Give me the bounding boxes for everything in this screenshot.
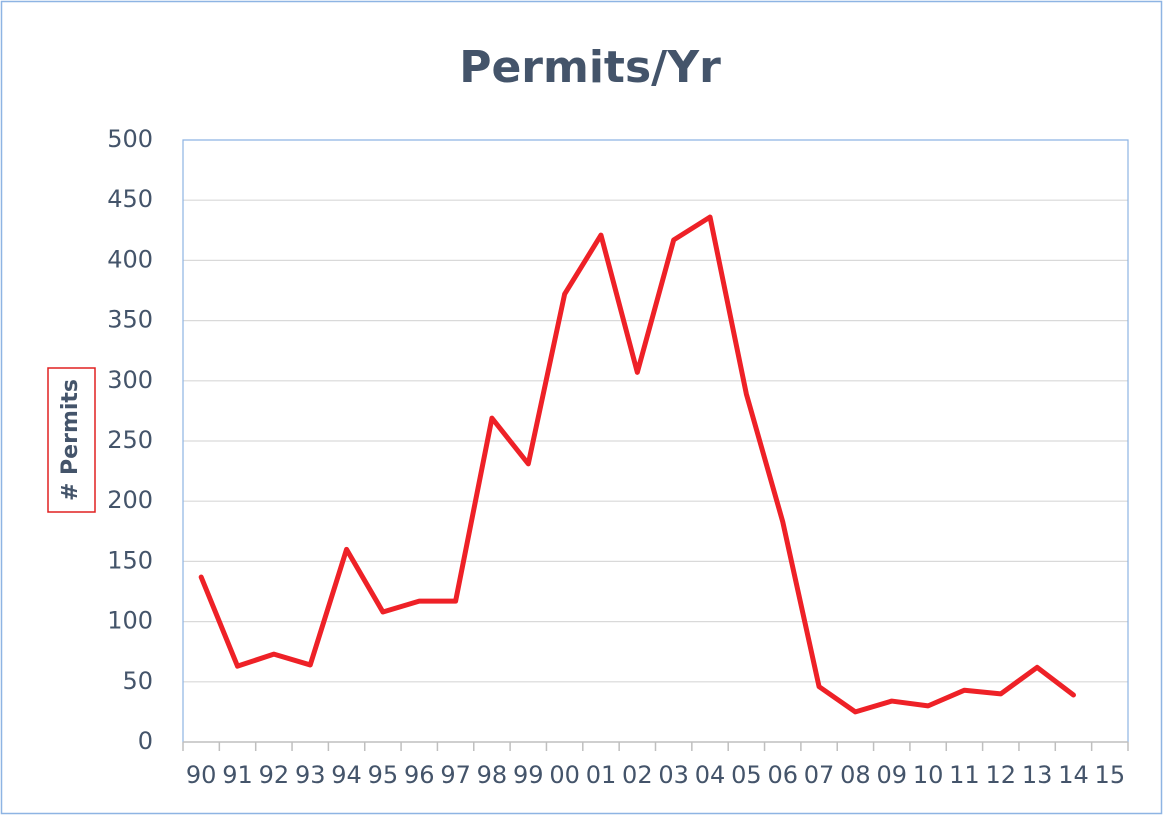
y-axis-label: # Permits xyxy=(58,379,83,501)
chart-title: Permits/Yr xyxy=(459,42,721,93)
x-tick-label: 94 xyxy=(331,761,362,789)
x-tick-label: 06 xyxy=(767,761,798,789)
x-tick-label: 91 xyxy=(222,761,253,789)
x-tick-label: 13 xyxy=(1022,761,1053,789)
x-tick-label: 92 xyxy=(259,761,290,789)
x-tick-label: 02 xyxy=(622,761,653,789)
y-tick-label: 0 xyxy=(138,727,153,755)
x-tick-label: 14 xyxy=(1058,761,1089,789)
y-tick-label: 500 xyxy=(107,125,153,153)
y-tick-label: 200 xyxy=(107,486,153,514)
x-tick-label: 05 xyxy=(731,761,762,789)
x-tick-label: 00 xyxy=(549,761,580,789)
x-tick-label: 96 xyxy=(404,761,435,789)
x-tick-label: 90 xyxy=(186,761,217,789)
y-tick-label: 250 xyxy=(107,426,153,454)
x-tick-label: 11 xyxy=(949,761,980,789)
x-tick-label: 04 xyxy=(695,761,726,789)
x-tick-label: 07 xyxy=(804,761,835,789)
x-tick-label: 12 xyxy=(986,761,1017,789)
x-tick-label: 01 xyxy=(586,761,617,789)
y-tick-label: 450 xyxy=(107,185,153,213)
x-tick-label: 15 xyxy=(1095,761,1126,789)
x-tick-label: 95 xyxy=(368,761,399,789)
x-tick-label: 03 xyxy=(658,761,689,789)
x-tick-label: 09 xyxy=(876,761,907,789)
y-tick-label: 100 xyxy=(107,607,153,635)
label-highlight xyxy=(47,367,96,513)
x-tick-label: 98 xyxy=(477,761,508,789)
x-tick-label: 97 xyxy=(440,761,471,789)
plot-border xyxy=(182,139,1129,742)
y-tick-label: 50 xyxy=(122,667,153,695)
y-tick-label: 300 xyxy=(107,366,153,394)
x-tick-label: 93 xyxy=(295,761,326,789)
y-tick-label: 350 xyxy=(107,306,153,334)
y-tick-label: 400 xyxy=(107,245,153,273)
y-tick-label: 150 xyxy=(107,546,153,574)
x-tick-label: 10 xyxy=(913,761,944,789)
x-tick-label: 99 xyxy=(513,761,544,789)
x-tick-label: 08 xyxy=(840,761,871,789)
data-line xyxy=(198,214,1076,715)
